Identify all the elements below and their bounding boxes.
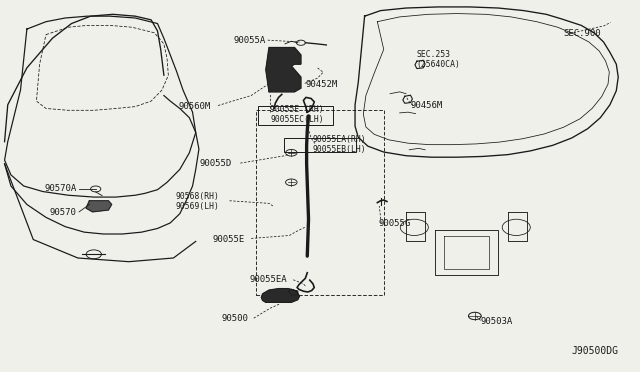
Text: 90570: 90570 [50,208,77,217]
Text: 90055E (RH)
90055EC(LH): 90055E (RH) 90055EC(LH) [270,105,324,125]
Text: SEC.253
(25640CA): SEC.253 (25640CA) [417,50,461,70]
Text: 90560M: 90560M [178,102,211,111]
Bar [257,106,333,125]
Bar [256,110,384,295]
Text: 90452M: 90452M [306,80,338,89]
Text: 90568(RH)
90569(LH): 90568(RH) 90569(LH) [175,192,220,211]
Text: 90055G: 90055G [379,219,411,228]
Text: 90055E: 90055E [212,235,245,244]
Text: SEC.900: SEC.900 [563,29,601,38]
Text: 90055A: 90055A [234,36,266,45]
Text: J90500DG: J90500DG [572,346,618,356]
Text: 90055D: 90055D [200,158,232,168]
Polygon shape [266,48,301,92]
Polygon shape [86,201,111,212]
Polygon shape [261,289,300,302]
Text: 90503A: 90503A [481,317,513,326]
Bar [284,138,356,152]
Text: 90055EA(RH)
90055EB(LH): 90055EA(RH) 90055EB(LH) [312,135,366,154]
Text: 90055EA: 90055EA [249,275,287,283]
Text: 90456M: 90456M [410,101,443,110]
Text: 90500: 90500 [221,314,248,323]
Text: 90570A: 90570A [44,185,77,193]
